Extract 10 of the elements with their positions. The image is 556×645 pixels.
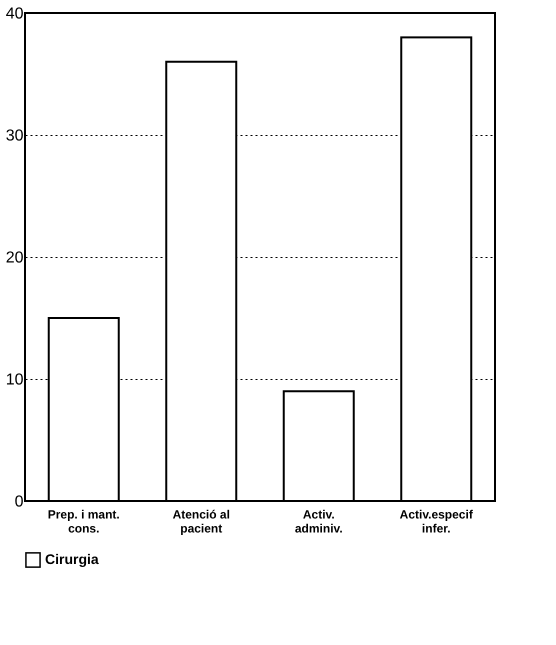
- x-tick-label: Atenció al pacient: [172, 508, 230, 536]
- y-tick-label: 30: [6, 128, 24, 144]
- x-tick-label: Activ. adminiv.: [294, 508, 343, 536]
- y-tick-label: 40: [6, 6, 24, 22]
- y-tick-label: 10: [6, 372, 24, 388]
- y-tick-label: 0: [14, 494, 24, 510]
- y-tick-label: 20: [6, 250, 24, 266]
- x-tick-label: Prep. i mant. cons.: [48, 508, 120, 536]
- legend-label: Cirurgia: [45, 551, 99, 567]
- x-tick-label: Activ.especif infer.: [400, 508, 474, 536]
